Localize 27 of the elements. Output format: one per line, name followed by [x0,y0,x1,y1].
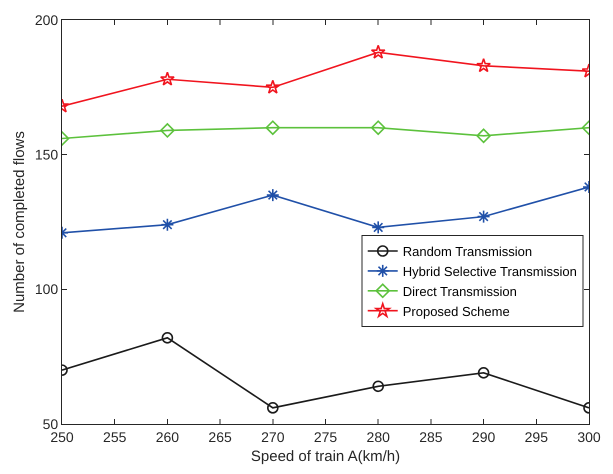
legend-label: Random Transmission [402,244,532,260]
point [370,120,386,136]
point [265,80,280,94]
x-tick-label: 300 [577,428,601,445]
x-axis-title: Speed of train A(km/h) [250,448,400,465]
x-tick-label: 285 [419,428,443,445]
x-tick-label: 265 [208,428,232,445]
x-tick-label: 280 [366,428,390,445]
y-axis-title: Number of completed flows [11,131,28,313]
point [267,402,279,414]
legend-label: Hybrid Selective Transmission [402,264,577,279]
point [372,380,384,392]
point [266,188,280,202]
point [266,120,280,136]
x-tick-label: 270 [261,428,285,445]
x-tick-label: 255 [103,428,127,445]
point [370,44,386,59]
x-tick-label: 290 [472,428,496,445]
x-tick-label: 275 [314,428,338,445]
x-tick-label: 295 [524,428,548,445]
point [371,220,385,234]
y-tick-label: 100 [34,281,58,298]
legend-label: Proposed Scheme [402,304,510,319]
x-tick-label: 260 [156,428,180,445]
y-tick-label: 150 [34,146,58,163]
legend-label: Direct Transmission [402,284,517,299]
y-tick-label: 200 [34,12,58,28]
